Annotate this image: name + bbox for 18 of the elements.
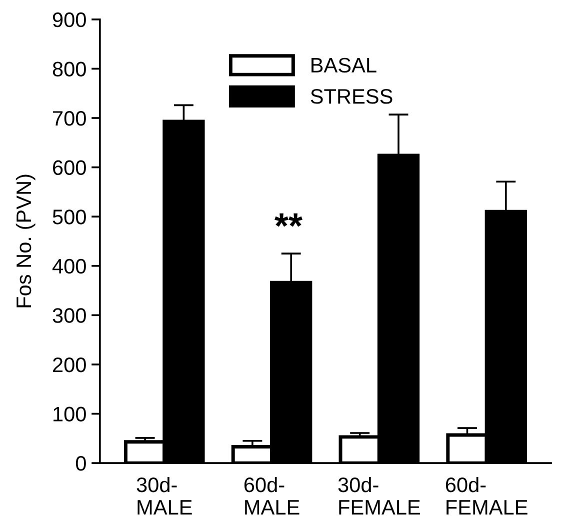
- y-tick-label: 800: [52, 62, 86, 76]
- legend-label: BASAL: [312, 58, 376, 73]
- y-axis-title: Fos No. (PVN): [16, 174, 36, 308]
- y-tick-label: 600: [53, 160, 86, 176]
- y-tick-label: 500: [52, 210, 86, 224]
- y-tick-label: 900: [52, 12, 86, 28]
- y-tick-label: 300: [52, 308, 86, 323]
- y-tick-label: 400: [52, 258, 86, 274]
- x-tick-label: 60d- MALE: [244, 476, 300, 514]
- y-tick-label: 200: [53, 357, 86, 372]
- x-tick-label: 30d- FEMALE: [338, 476, 420, 514]
- x-tick-label: 30d- MALE: [136, 476, 192, 514]
- y-tick-label: 700: [53, 111, 86, 126]
- y-tick-label: 0: [76, 456, 86, 471]
- annotation: **: [274, 213, 302, 227]
- y-tick-label: 100: [54, 406, 86, 422]
- x-tick-label: 60d- FEMALE: [446, 476, 528, 514]
- legend-label: STRESS: [310, 89, 392, 104]
